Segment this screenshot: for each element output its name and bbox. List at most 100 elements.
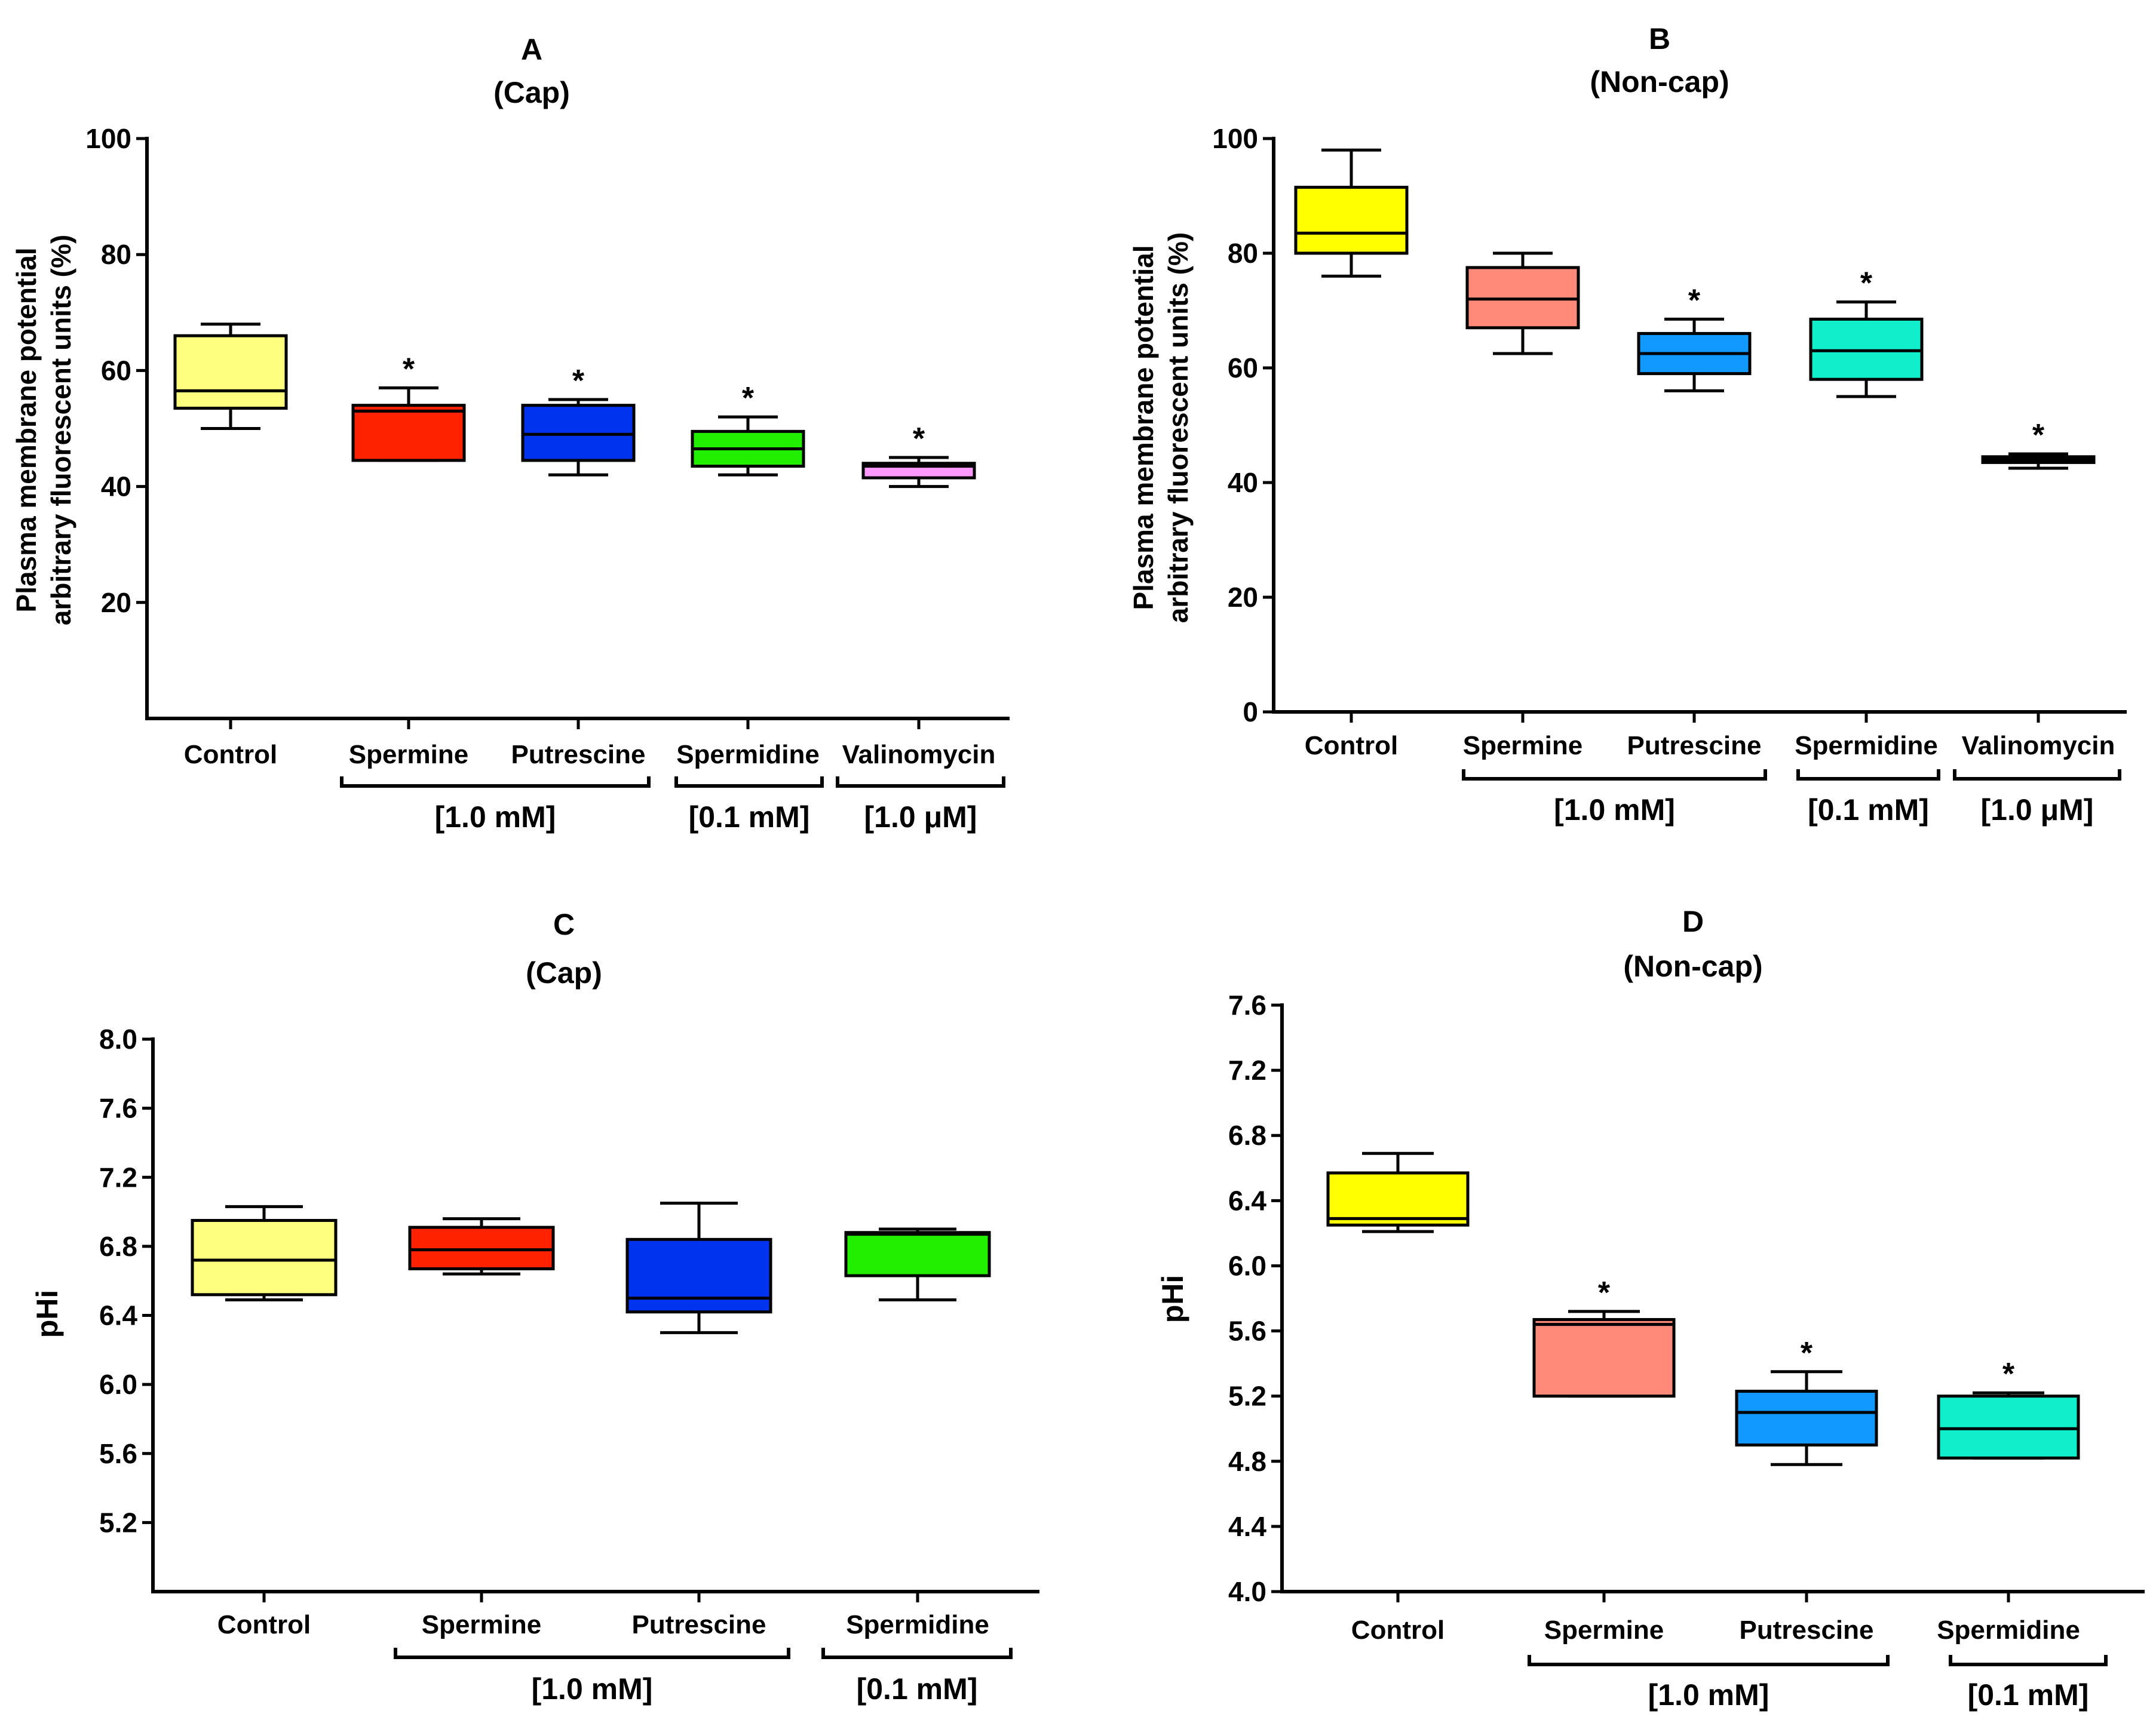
panel-a-group-bracket (340, 776, 651, 788)
panel-a-y-tick-label: 40 (101, 471, 131, 502)
panel-d-group-bracket (1528, 1655, 1890, 1666)
panel-b-group-bracket (1462, 769, 1767, 781)
panel-b-y-tick-label: 100 (1212, 123, 1258, 154)
panel-b-group-label: [0.1 mM] (1808, 793, 1929, 827)
panel-d-box-control: Control (1326, 1151, 1470, 1645)
panel-a-y-axis-label: arbitrary fluorescent units (%) (45, 235, 76, 625)
panel-a-y-tick-label: 60 (101, 355, 131, 386)
panel-d-group-bracket (1949, 1655, 2108, 1666)
panel-a-group-label: [1.0 μM] (864, 800, 977, 834)
panel-d-group-label: [1.0 mM] (1648, 1678, 1769, 1712)
panel-a-x-tick-label: Spermidine (676, 740, 820, 769)
panel-d-iqr-box (1937, 1395, 2080, 1460)
panel-c-y-tick-label: 6.4 (99, 1300, 137, 1331)
panel-a-x-tick-label: Spermine (349, 740, 469, 769)
panel-a-significance-star: * (403, 352, 415, 387)
panel-a-y-tick-label: 100 (85, 123, 131, 154)
panel-c-iqr-box (408, 1226, 555, 1270)
panel-c-subtitle: (Cap) (526, 956, 602, 990)
panel-c-y-tick-label: 5.2 (99, 1507, 137, 1538)
panel-a-x-tick-label: Valinomycin (842, 740, 996, 769)
panel-d-box-spermidine: * Spermidine (1937, 1357, 2080, 1645)
panel-b-title: B (1649, 22, 1670, 56)
panel-b-box-putrescine: * Putrescine (1627, 283, 1762, 760)
panel-d-y-tick-label: 6.4 (1228, 1185, 1266, 1216)
panel-d-iqr-box (1326, 1171, 1470, 1227)
panel-b-box-spermidine: * Spermidine (1795, 266, 1938, 760)
panel-a-iqr-box (173, 334, 288, 410)
panel-b-y-tick-label: 0 (1243, 696, 1258, 727)
panel-c-y-tick-label: 7.2 (99, 1162, 137, 1193)
panel-d-y-tick-label: 4.4 (1228, 1511, 1266, 1542)
panel-d-significance-star: * (1598, 1276, 1611, 1310)
panel-b-group-bracket (1953, 769, 2121, 781)
panel-d-y-axis-label: pHi (1156, 1275, 1189, 1323)
panel-b-box-valinomycin: * Valinomycin (1962, 418, 2115, 760)
panel-d-x-tick-label: Control (1351, 1615, 1445, 1645)
panel-d-box-putrescine: * Putrescine (1735, 1336, 1878, 1645)
panel-c-y-tick-label: 6.0 (99, 1369, 137, 1400)
panel-c-x-tick-label: Putrescine (632, 1610, 766, 1639)
panel-b-x-tick-label: Spermidine (1795, 731, 1938, 760)
panel-a-box-spermidine: * Spermidine (676, 381, 820, 769)
panel-d-title: D (1682, 905, 1704, 938)
panel-d-y-tick-label: 7.2 (1228, 1055, 1266, 1086)
panel-a-title: A (521, 33, 542, 66)
panel-a-iqr-box (351, 404, 466, 462)
panel-c-y-tick-label: 8.0 (99, 1024, 137, 1055)
panel-a-significance-star: * (572, 364, 585, 398)
panel-a-box-control: Control (173, 323, 288, 769)
panel-a-y-axis-label: Plasma membrane potential (11, 248, 42, 613)
panel-d-iqr-box (1532, 1317, 1676, 1398)
panel-d: D (Non-cap) pHi 4.0 4.4 4.8 5.2 5.6 6.0 6.4 6.8 7.2… (1156, 905, 2145, 1712)
panel-c-x-tick-label: Spermine (422, 1610, 542, 1639)
panel-c-group-bracket (394, 1648, 790, 1659)
panel-b-significance-star: * (2032, 418, 2045, 453)
panel-d-x-tick-label: Spermidine (1937, 1615, 2080, 1645)
panel-d-y-tick-label: 6.8 (1228, 1120, 1266, 1151)
panel-a-significance-star: * (742, 381, 755, 416)
panel-b-y-tick-label: 20 (1228, 582, 1258, 613)
panel-a-group-label: [1.0 mM] (435, 800, 556, 834)
panel-d-group-label: [0.1 mM] (1968, 1678, 2089, 1712)
panel-b-y-axis-label: arbitrary fluorescent units (%) (1163, 232, 1194, 623)
panel-a-group-label: [0.1 mM] (689, 800, 810, 834)
panel-b-y-tick-label: 40 (1228, 467, 1258, 498)
panel-a-group-bracket (836, 776, 1005, 788)
panel-d-subtitle: (Non-cap) (1623, 950, 1762, 983)
panel-d-significance-star: * (1801, 1336, 1813, 1371)
panel-c-group-label: [0.1 mM] (857, 1672, 978, 1706)
panel-a-box-valinomycin: * Valinomycin (842, 422, 996, 769)
panel-d-y-tick-label: 6.0 (1228, 1250, 1266, 1281)
panel-c-box-spermine: Spermine (408, 1217, 555, 1639)
panel-a-y-tick-label: 20 (101, 587, 131, 618)
panel-b-subtitle: (Non-cap) (1590, 65, 1729, 99)
panel-c-y-tick-label: 6.8 (99, 1231, 137, 1262)
panel-c-box-putrescine: Putrescine (625, 1202, 772, 1639)
panel-b-x-tick-label: Valinomycin (1962, 731, 2115, 760)
panel-c-y-tick-label: 5.6 (99, 1438, 137, 1469)
panel-b-box-control: Control (1294, 148, 1409, 760)
panel-a-x-tick-label: Control (184, 740, 277, 769)
panel-d-iqr-box (1735, 1389, 1878, 1447)
panel-b-iqr-box (1294, 186, 1409, 255)
panel-a-significance-star: * (913, 422, 925, 456)
panel-b-x-tick-label: Putrescine (1627, 731, 1762, 760)
panel-c-box-control: Control (191, 1205, 338, 1639)
panel-b: B (Non-cap) Plasma membrane potential arbit… (1128, 22, 2127, 827)
panel-b-significance-star: * (1688, 283, 1701, 318)
panel-d-x-tick-label: Spermine (1544, 1615, 1664, 1645)
panel-c-box-spermidine: Spermidine (844, 1227, 991, 1639)
panel-c-group-bracket (821, 1648, 1013, 1659)
panel-c: C (Cap) pHi 5.2 5.6 6.0 6.4 6.8 7.2 7.6 8.0 Control… (30, 908, 1039, 1706)
panel-b-group-label: [1.0 μM] (1981, 793, 2094, 827)
panel-b-group-bracket (1796, 769, 1940, 781)
panel-c-iqr-box (191, 1219, 338, 1297)
panel-b-y-tick-label: 60 (1228, 352, 1258, 383)
panel-b-x-tick-label: Spermine (1463, 731, 1583, 760)
panel-c-title: C (553, 908, 575, 941)
panel-b-y-tick-label: 80 (1228, 238, 1258, 269)
panel-d-y-tick-label: 7.6 (1228, 990, 1266, 1021)
panel-d-y-tick-label: 5.2 (1228, 1381, 1266, 1412)
